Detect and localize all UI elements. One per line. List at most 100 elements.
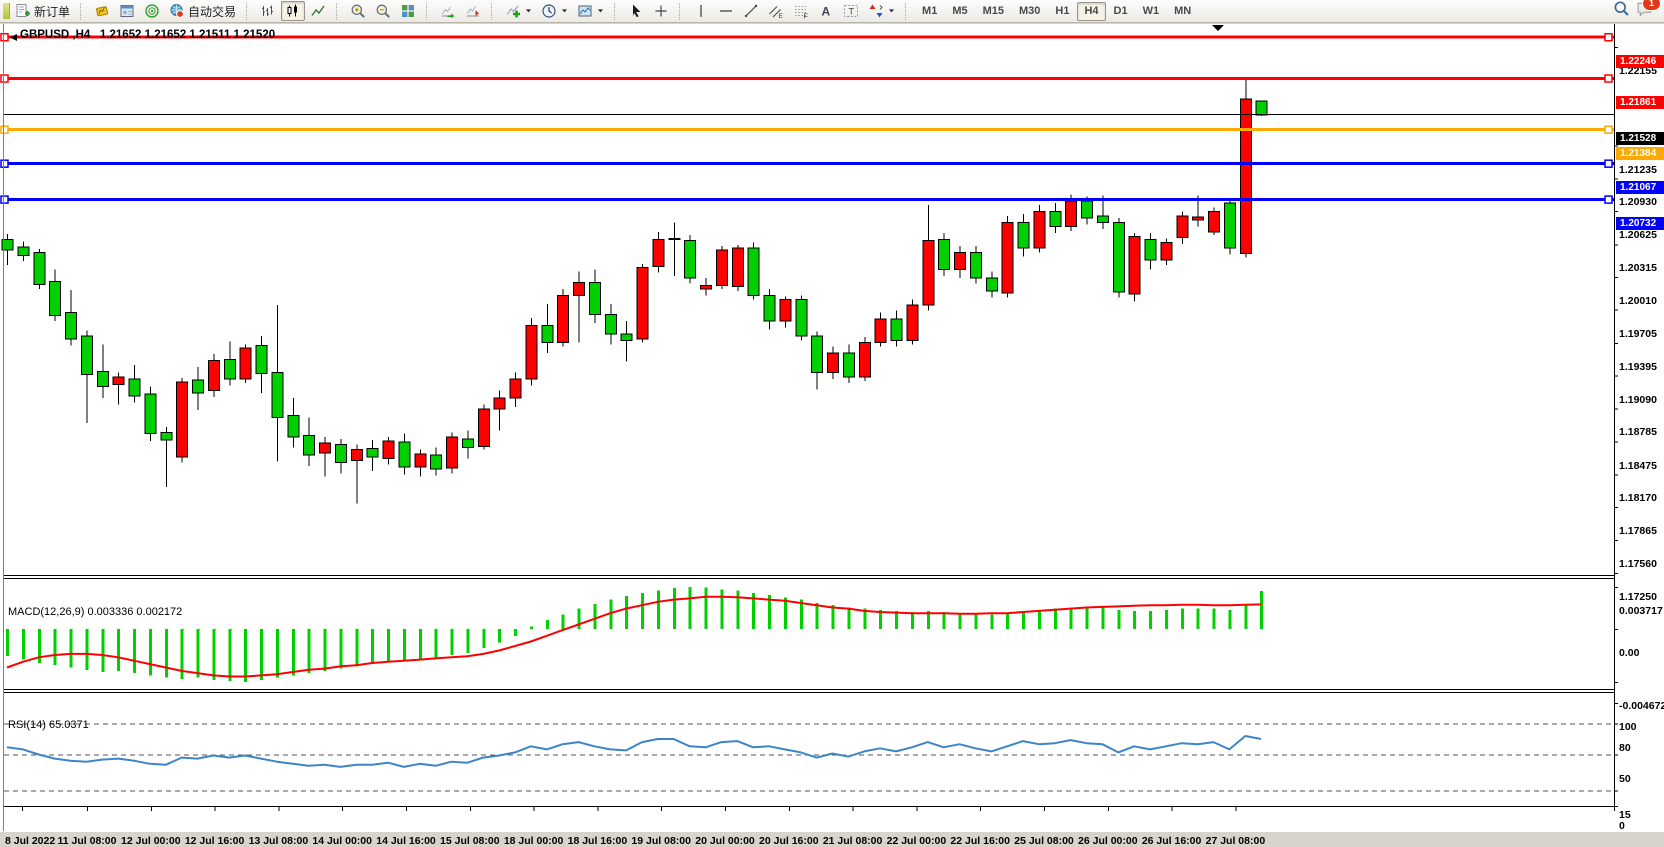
macd-bar [879, 609, 883, 629]
cursor-button[interactable] [624, 1, 648, 21]
trendline-button[interactable] [739, 1, 763, 21]
timeframe-m15-button[interactable]: M15 [982, 5, 1004, 17]
hline-button[interactable] [714, 1, 738, 21]
candle-body [1223, 202, 1236, 249]
candle-body [795, 299, 808, 337]
line-handle [1604, 159, 1613, 168]
timeframe-d1-button[interactable]: D1 [1113, 5, 1128, 17]
macd-bar [291, 629, 295, 676]
macd-bar [641, 592, 644, 629]
macd-bar [847, 607, 851, 629]
indicators-button[interactable] [501, 1, 536, 21]
macd-bar [1260, 591, 1264, 629]
line-chart-button[interactable] [306, 1, 330, 21]
equidistant-channel-button[interactable]: E [764, 1, 788, 21]
candle-body [890, 318, 903, 341]
candle-body [96, 370, 109, 387]
macd-bar [244, 629, 248, 682]
crosshair-button[interactable] [649, 1, 673, 21]
macd-bar [498, 629, 502, 643]
line-handle [1604, 32, 1613, 42]
macd-bar [942, 612, 946, 629]
timeframe-w1-button[interactable]: W1 [1142, 5, 1160, 17]
fibo-icon: F [793, 3, 809, 19]
market-watch-button[interactable] [140, 1, 164, 21]
candle-body [827, 352, 839, 373]
macd-bar [831, 605, 835, 629]
auto-scroll-icon [440, 3, 456, 19]
channel-icon: E [768, 3, 784, 19]
candle-body [493, 397, 506, 410]
text-button[interactable]: A [814, 1, 838, 21]
macd-bar [1101, 607, 1105, 629]
zoom-in-button[interactable] [346, 1, 370, 21]
candle-body [255, 345, 268, 375]
line-handle [0, 159, 9, 168]
macd-bar [1196, 608, 1200, 629]
arrows-button[interactable] [864, 1, 899, 21]
macd-bar [863, 608, 867, 629]
toolbar-separator [426, 2, 431, 20]
macd-bar [1022, 610, 1025, 629]
periods-button[interactable] [537, 1, 572, 21]
candle-body [557, 294, 570, 343]
fibonacci-button[interactable]: F [789, 1, 813, 21]
macd-bar [593, 604, 597, 629]
templates-icon [577, 3, 593, 19]
market-watch-icon [144, 3, 160, 19]
candle-body [1239, 98, 1252, 254]
chart-shift-button[interactable] [461, 1, 485, 21]
candle-body [1033, 211, 1046, 249]
autotrading-button[interactable]: 自动交易 [165, 1, 240, 21]
autotrading-button-label: 自动交易 [188, 4, 237, 19]
new-chart-button[interactable] [90, 1, 114, 21]
timeframe-h1-button[interactable]: H1 [1055, 5, 1070, 17]
text-a-icon: A [818, 3, 834, 19]
chart-shift-icon [465, 3, 481, 19]
timeframe-mn-button[interactable]: MN [1174, 5, 1192, 17]
zoom-out-button[interactable] [371, 1, 395, 21]
candle-body [779, 299, 792, 322]
candle-body [207, 360, 220, 392]
macd-bar [307, 629, 311, 674]
candle-body [509, 378, 522, 399]
candle-body [446, 436, 458, 469]
chevron-down-icon [597, 8, 604, 14]
macd-bar [212, 629, 216, 680]
macd-bar [1180, 608, 1184, 629]
bar-chart-button[interactable] [256, 1, 280, 21]
chevron-down-icon [525, 8, 532, 14]
candle-body [1255, 100, 1268, 116]
candle-body [842, 352, 855, 378]
macd-bar [688, 586, 692, 629]
candlestick-chart-button[interactable] [281, 1, 306, 21]
auto-scroll-button[interactable] [436, 1, 460, 21]
macd-bar [434, 629, 438, 658]
toolbar-separator [905, 2, 910, 20]
trendline-icon [743, 3, 759, 19]
search-button[interactable] [1613, 0, 1630, 22]
macd-bar [275, 629, 279, 678]
periods-icon [541, 3, 557, 19]
timeframe-m30-button[interactable]: M30 [1019, 5, 1041, 17]
chart-window[interactable]: GBPUSD ,H4 1.21652 1.21652 1.21511 1.215… [0, 24, 1664, 847]
tile-windows-button[interactable] [396, 1, 420, 21]
candle-body [969, 251, 982, 279]
candle-body [620, 333, 633, 341]
label-button[interactable]: T [839, 1, 863, 21]
candle-body [461, 438, 474, 449]
line-handle [1604, 195, 1613, 204]
templates-button[interactable] [573, 1, 608, 21]
macd-bar [371, 629, 375, 665]
vline-button[interactable] [689, 1, 713, 21]
line-handle [1604, 125, 1613, 134]
chat-button[interactable]: 1 [1636, 0, 1661, 22]
profiles-button[interactable] [115, 1, 139, 21]
new-order-button-label: 新订单 [34, 4, 71, 19]
timeframe-h4-button[interactable]: H4 [1077, 1, 1106, 21]
macd-bar [196, 629, 200, 678]
timeframe-m1-button[interactable]: M1 [922, 5, 938, 17]
timeframe-m5-button[interactable]: M5 [952, 5, 968, 17]
candle-body [1160, 242, 1173, 261]
new-order-button[interactable]: 新订单 [11, 1, 74, 21]
